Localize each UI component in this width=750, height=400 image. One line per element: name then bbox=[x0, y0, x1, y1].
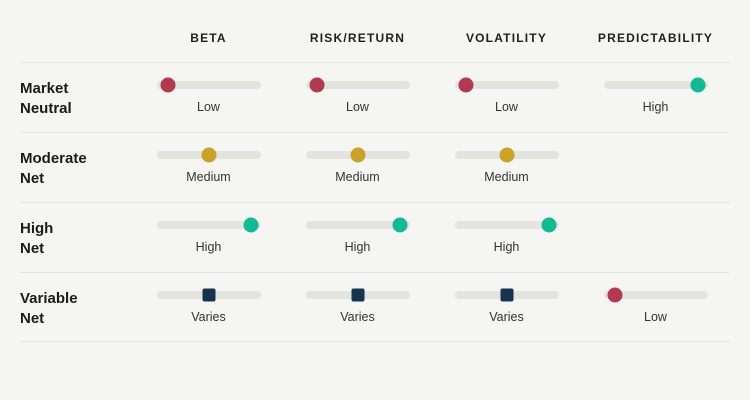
matrix-cell: Medium bbox=[134, 133, 283, 202]
slider-track bbox=[305, 288, 410, 302]
level-label: Varies bbox=[340, 310, 375, 324]
slider-marker bbox=[160, 77, 176, 93]
level-label: Low bbox=[346, 100, 369, 114]
slider-track bbox=[305, 217, 410, 233]
matrix-cell: High bbox=[581, 63, 730, 132]
table-row-high-net: High Net High High High bbox=[20, 202, 730, 272]
column-header-risk-return: RISK/RETURN bbox=[309, 31, 406, 45]
slider-marker bbox=[607, 287, 623, 303]
level-label: Medium bbox=[335, 170, 380, 184]
header-row: BETA RISK/RETURN VOLATILITY PREDICTABILI… bbox=[20, 14, 730, 62]
matrix-cell: Medium bbox=[432, 133, 581, 202]
level-label: Low bbox=[644, 310, 667, 324]
slider-marker bbox=[500, 288, 513, 302]
matrix-cell: Medium bbox=[283, 133, 432, 202]
slider-marker bbox=[458, 77, 474, 93]
matrix-cell: Low bbox=[134, 63, 283, 132]
table-row-variable-net: Variable Net Varies Varies Varies Low bbox=[20, 272, 730, 342]
column-header-volatility: VOLATILITY bbox=[465, 31, 548, 45]
matrix-cell: Varies bbox=[432, 273, 581, 341]
slider-track bbox=[454, 217, 559, 233]
slider-track bbox=[305, 77, 410, 93]
level-label: Medium bbox=[484, 170, 529, 184]
slider-track bbox=[603, 287, 708, 303]
slider-marker bbox=[202, 288, 215, 302]
matrix-cell: Low bbox=[283, 63, 432, 132]
level-label: Low bbox=[495, 100, 518, 114]
level-label: High bbox=[195, 240, 222, 254]
column-header-predictability: PREDICTABILITY bbox=[597, 31, 714, 45]
slider-marker bbox=[541, 217, 557, 233]
level-label: High bbox=[642, 100, 669, 114]
row-label: High Net bbox=[20, 220, 54, 258]
slider-track bbox=[454, 77, 559, 93]
slider-track bbox=[603, 77, 708, 93]
slider-track bbox=[305, 147, 410, 163]
slider-marker bbox=[351, 288, 364, 302]
slider-track bbox=[454, 147, 559, 163]
slider-track bbox=[156, 77, 261, 93]
slider-track bbox=[156, 288, 261, 302]
column-header-beta: BETA bbox=[190, 31, 227, 45]
matrix-cell: Varies bbox=[134, 273, 283, 341]
row-label: Market Neutral bbox=[20, 80, 72, 118]
slider-marker bbox=[350, 147, 365, 163]
slider-track bbox=[156, 217, 261, 233]
table-row-moderate-net: Moderate Net Medium Medium Medium bbox=[20, 132, 730, 202]
row-label: Moderate Net bbox=[20, 150, 87, 188]
slider-marker bbox=[392, 217, 408, 233]
matrix-cell: Low bbox=[432, 63, 581, 132]
slider-marker bbox=[690, 77, 706, 93]
level-label: High bbox=[493, 240, 520, 254]
level-label: Low bbox=[197, 100, 220, 114]
row-label: Variable Net bbox=[20, 290, 78, 328]
matrix-cell: Varies bbox=[283, 273, 432, 341]
level-label: Medium bbox=[186, 170, 231, 184]
slider-track bbox=[156, 147, 261, 163]
matrix-cell: High bbox=[283, 203, 432, 272]
level-label: Varies bbox=[191, 310, 226, 324]
slider-marker bbox=[309, 77, 325, 93]
level-label: High bbox=[344, 240, 371, 254]
matrix-cell: Low bbox=[581, 273, 730, 341]
matrix-cell: High bbox=[134, 203, 283, 272]
slider-marker bbox=[243, 217, 259, 233]
level-label: Varies bbox=[489, 310, 524, 324]
slider-marker bbox=[499, 147, 514, 163]
table-row-market-neutral: Market Neutral Low Low Low High bbox=[20, 62, 730, 132]
matrix-cell: High bbox=[432, 203, 581, 272]
slider-marker bbox=[201, 147, 216, 163]
slider-track bbox=[454, 288, 559, 302]
